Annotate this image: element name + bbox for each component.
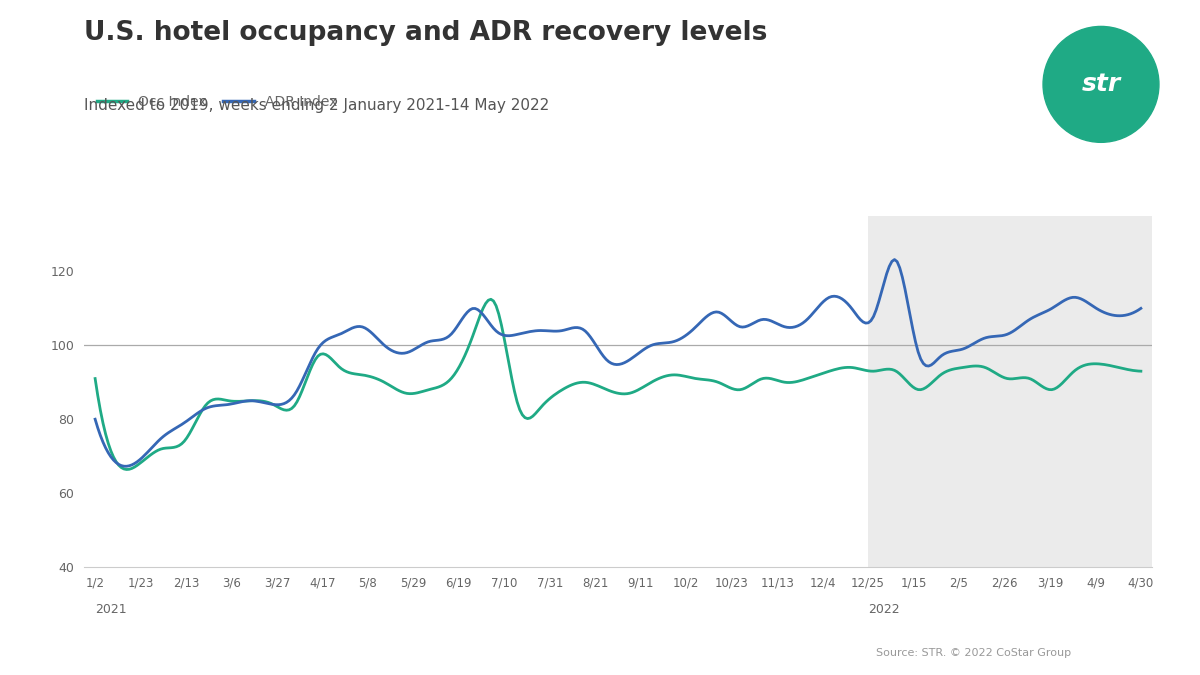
Occ Index xyxy=(431,383,445,391)
ADR Index xyxy=(887,256,901,264)
ADR Index xyxy=(431,336,445,344)
ADR Index xyxy=(845,306,859,314)
Occ Index xyxy=(751,376,766,384)
Text: 2022: 2022 xyxy=(868,603,900,616)
Occ Index xyxy=(848,364,863,372)
Occ Index xyxy=(88,375,102,383)
Text: U.S. hotel occupancy and ADR recovery levels: U.S. hotel occupancy and ADR recovery le… xyxy=(84,20,767,47)
ADR Index xyxy=(505,331,520,340)
ADR Index xyxy=(119,462,133,470)
Occ Index xyxy=(119,466,133,474)
Text: str: str xyxy=(1081,72,1121,97)
Text: 2021: 2021 xyxy=(95,603,127,616)
Occ Index xyxy=(216,396,230,404)
Bar xyxy=(868,216,1152,567)
Line: ADR Index: ADR Index xyxy=(95,260,1141,466)
ADR Index xyxy=(851,313,865,321)
ADR Index xyxy=(1134,304,1148,313)
Legend: Occ Index, ADR Index: Occ Index, ADR Index xyxy=(91,90,343,115)
Circle shape xyxy=(1043,26,1159,142)
Occ Index xyxy=(508,387,522,396)
ADR Index xyxy=(749,318,763,326)
Line: Occ Index: Occ Index xyxy=(95,299,1141,470)
ADR Index xyxy=(216,401,230,409)
ADR Index xyxy=(88,415,102,423)
Occ Index xyxy=(853,365,868,373)
Occ Index xyxy=(1134,367,1148,375)
Text: Source: STR. © 2022 CoStar Group: Source: STR. © 2022 CoStar Group xyxy=(876,648,1072,658)
Occ Index xyxy=(484,295,498,303)
Text: Indexed to 2019, weeks ending 2 January 2021-14 May 2022: Indexed to 2019, weeks ending 2 January … xyxy=(84,98,550,113)
